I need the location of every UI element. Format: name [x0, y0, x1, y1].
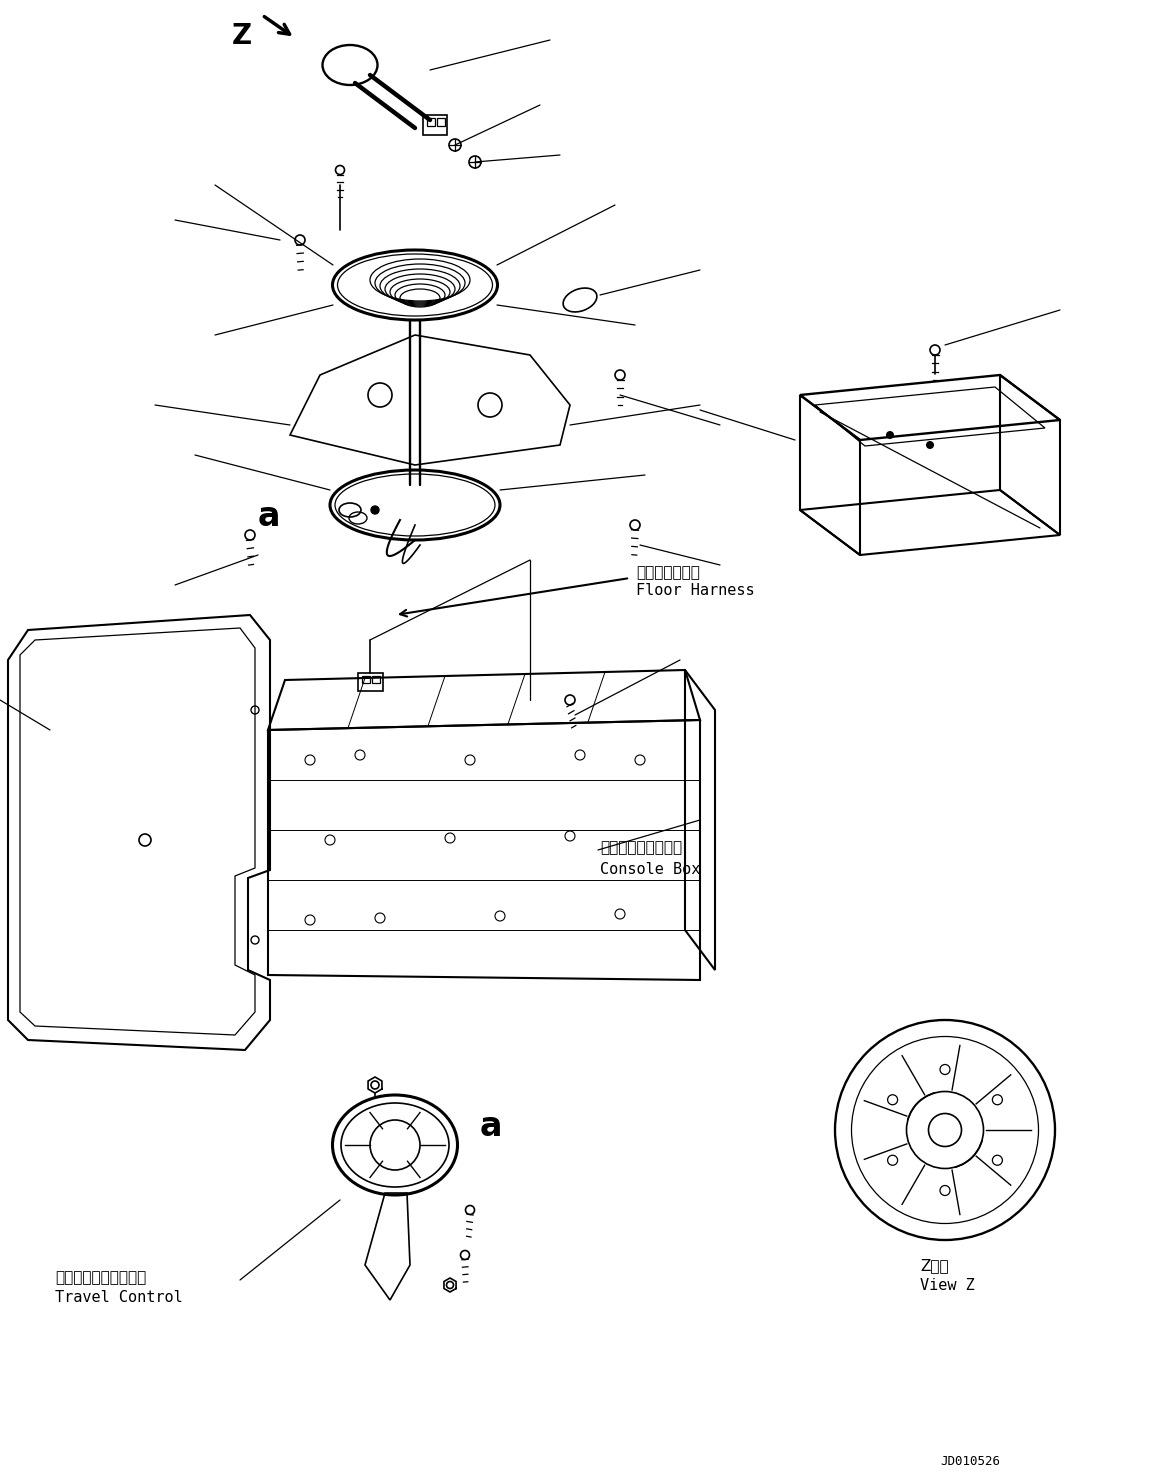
Text: Travel Control: Travel Control [55, 1290, 182, 1305]
Bar [372, 675, 380, 683]
Text: Console Box: Console Box [600, 862, 700, 877]
Text: Z　視: Z 視 [920, 1257, 949, 1274]
Bar [357, 672, 383, 692]
Text: a: a [480, 1109, 503, 1143]
Text: Floor Harness: Floor Harness [636, 584, 754, 598]
Text: フロアハーネス: フロアハーネス [636, 564, 700, 581]
Bar [437, 118, 445, 126]
Circle shape [371, 507, 379, 514]
Text: a: a [258, 501, 280, 533]
Text: View Z: View Z [920, 1278, 974, 1293]
Bar [427, 118, 435, 126]
Text: トラベルコントロール: トラベルコントロール [55, 1271, 146, 1286]
Circle shape [926, 441, 934, 449]
Bar [423, 116, 447, 135]
Text: Z: Z [232, 22, 253, 50]
Circle shape [886, 431, 894, 438]
Text: JD010526: JD010526 [940, 1454, 1000, 1468]
Text: コンソールボックス: コンソールボックス [600, 840, 683, 855]
Bar [362, 675, 370, 683]
